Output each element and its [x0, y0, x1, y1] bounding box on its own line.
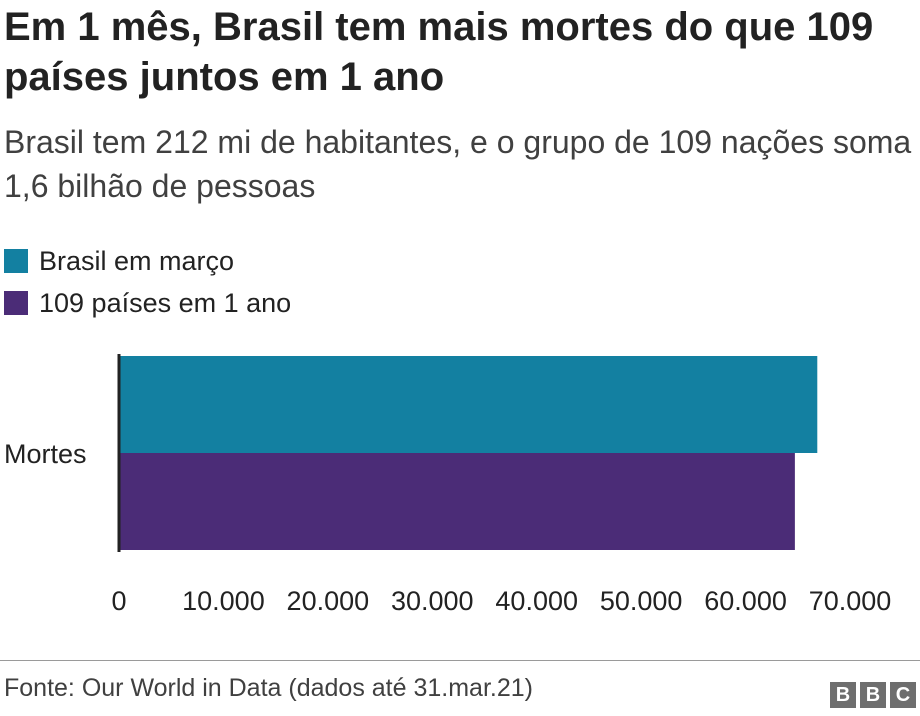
chart-subtitle: Brasil tem 212 mi de habitantes, e o gru… [4, 124, 912, 204]
x-tick-label: 40.000 [495, 586, 578, 616]
source-note: Fonte: Our World in Data (dados até 31.m… [4, 674, 533, 702]
legend-item-brasil: Brasil em março [4, 240, 291, 282]
chart-title: Em 1 mês, Brasil tem mais mortes do que … [4, 5, 874, 99]
footer-divider [0, 660, 920, 661]
bbc-logo-letter: C [890, 682, 916, 708]
x-tick-label: 60.000 [704, 586, 787, 616]
x-tick-label: 70.000 [809, 586, 892, 616]
x-tick-label: 30.000 [391, 586, 474, 616]
x-tick-label: 10.000 [182, 586, 265, 616]
bbc-logo-letter: B [860, 682, 886, 708]
x-tick-label: 50.000 [600, 586, 683, 616]
x-tick-label: 20.000 [287, 586, 370, 616]
legend-swatch-brasil [4, 249, 28, 273]
bar-brasil [119, 356, 818, 453]
legend-swatch-109-paises [4, 291, 28, 315]
category-label: Mortes [4, 439, 87, 469]
bar-chart: Mortes 0 10.000 20.000 30.000 40.000 50.000 60.… [4, 354, 892, 616]
x-tick-label: 0 [111, 586, 126, 616]
legend-item-109-paises: 109 países em 1 ano [4, 282, 291, 324]
bar-109-paises [119, 453, 795, 550]
legend-label-109-paises: 109 países em 1 ano [39, 287, 292, 318]
legend: Brasil em março 109 países em 1 ano [4, 240, 291, 324]
bbc-logo-letter: B [830, 682, 856, 708]
legend-label-brasil: Brasil em março [39, 245, 235, 276]
bbc-logo: B B C [830, 682, 916, 708]
